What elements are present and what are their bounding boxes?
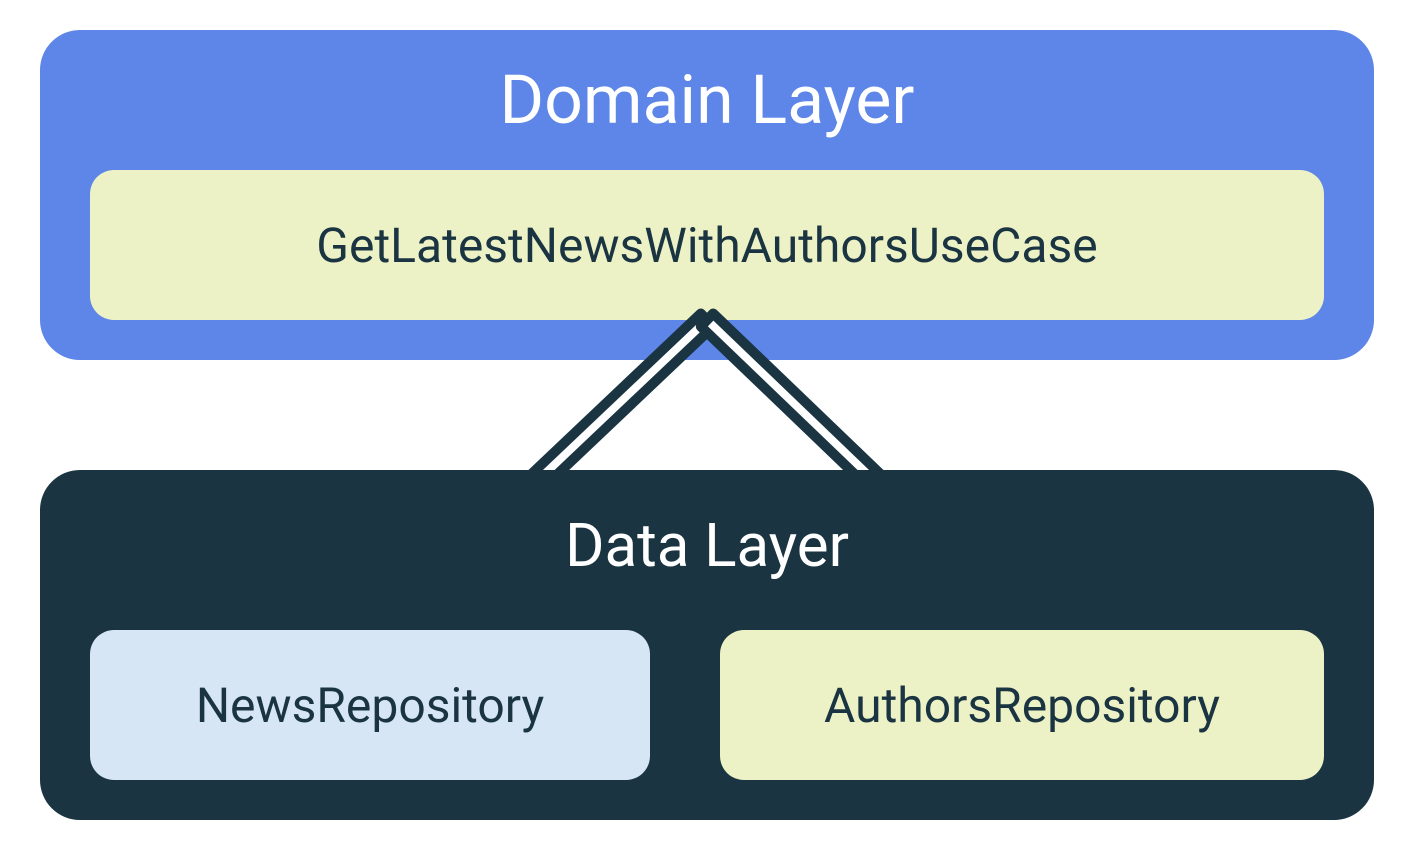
data-layer-box: Data Layer NewsRepository AuthorsReposit… bbox=[40, 470, 1374, 820]
usecase-label: GetLatestNewsWithAuthorsUseCase bbox=[316, 217, 1097, 274]
domain-layer-box: Domain Layer GetLatestNewsWithAuthorsUse… bbox=[40, 30, 1374, 360]
usecase-box: GetLatestNewsWithAuthorsUseCase bbox=[90, 170, 1324, 320]
authors-repository-box: AuthorsRepository bbox=[720, 630, 1324, 780]
data-layer-title: Data Layer bbox=[40, 510, 1374, 581]
authors-repository-label: AuthorsRepository bbox=[824, 677, 1220, 734]
news-repository-box: NewsRepository bbox=[90, 630, 650, 780]
domain-layer-title: Domain Layer bbox=[40, 60, 1374, 140]
diagram-canvas: Domain Layer GetLatestNewsWithAuthorsUse… bbox=[0, 0, 1414, 857]
news-repository-label: NewsRepository bbox=[196, 677, 544, 734]
